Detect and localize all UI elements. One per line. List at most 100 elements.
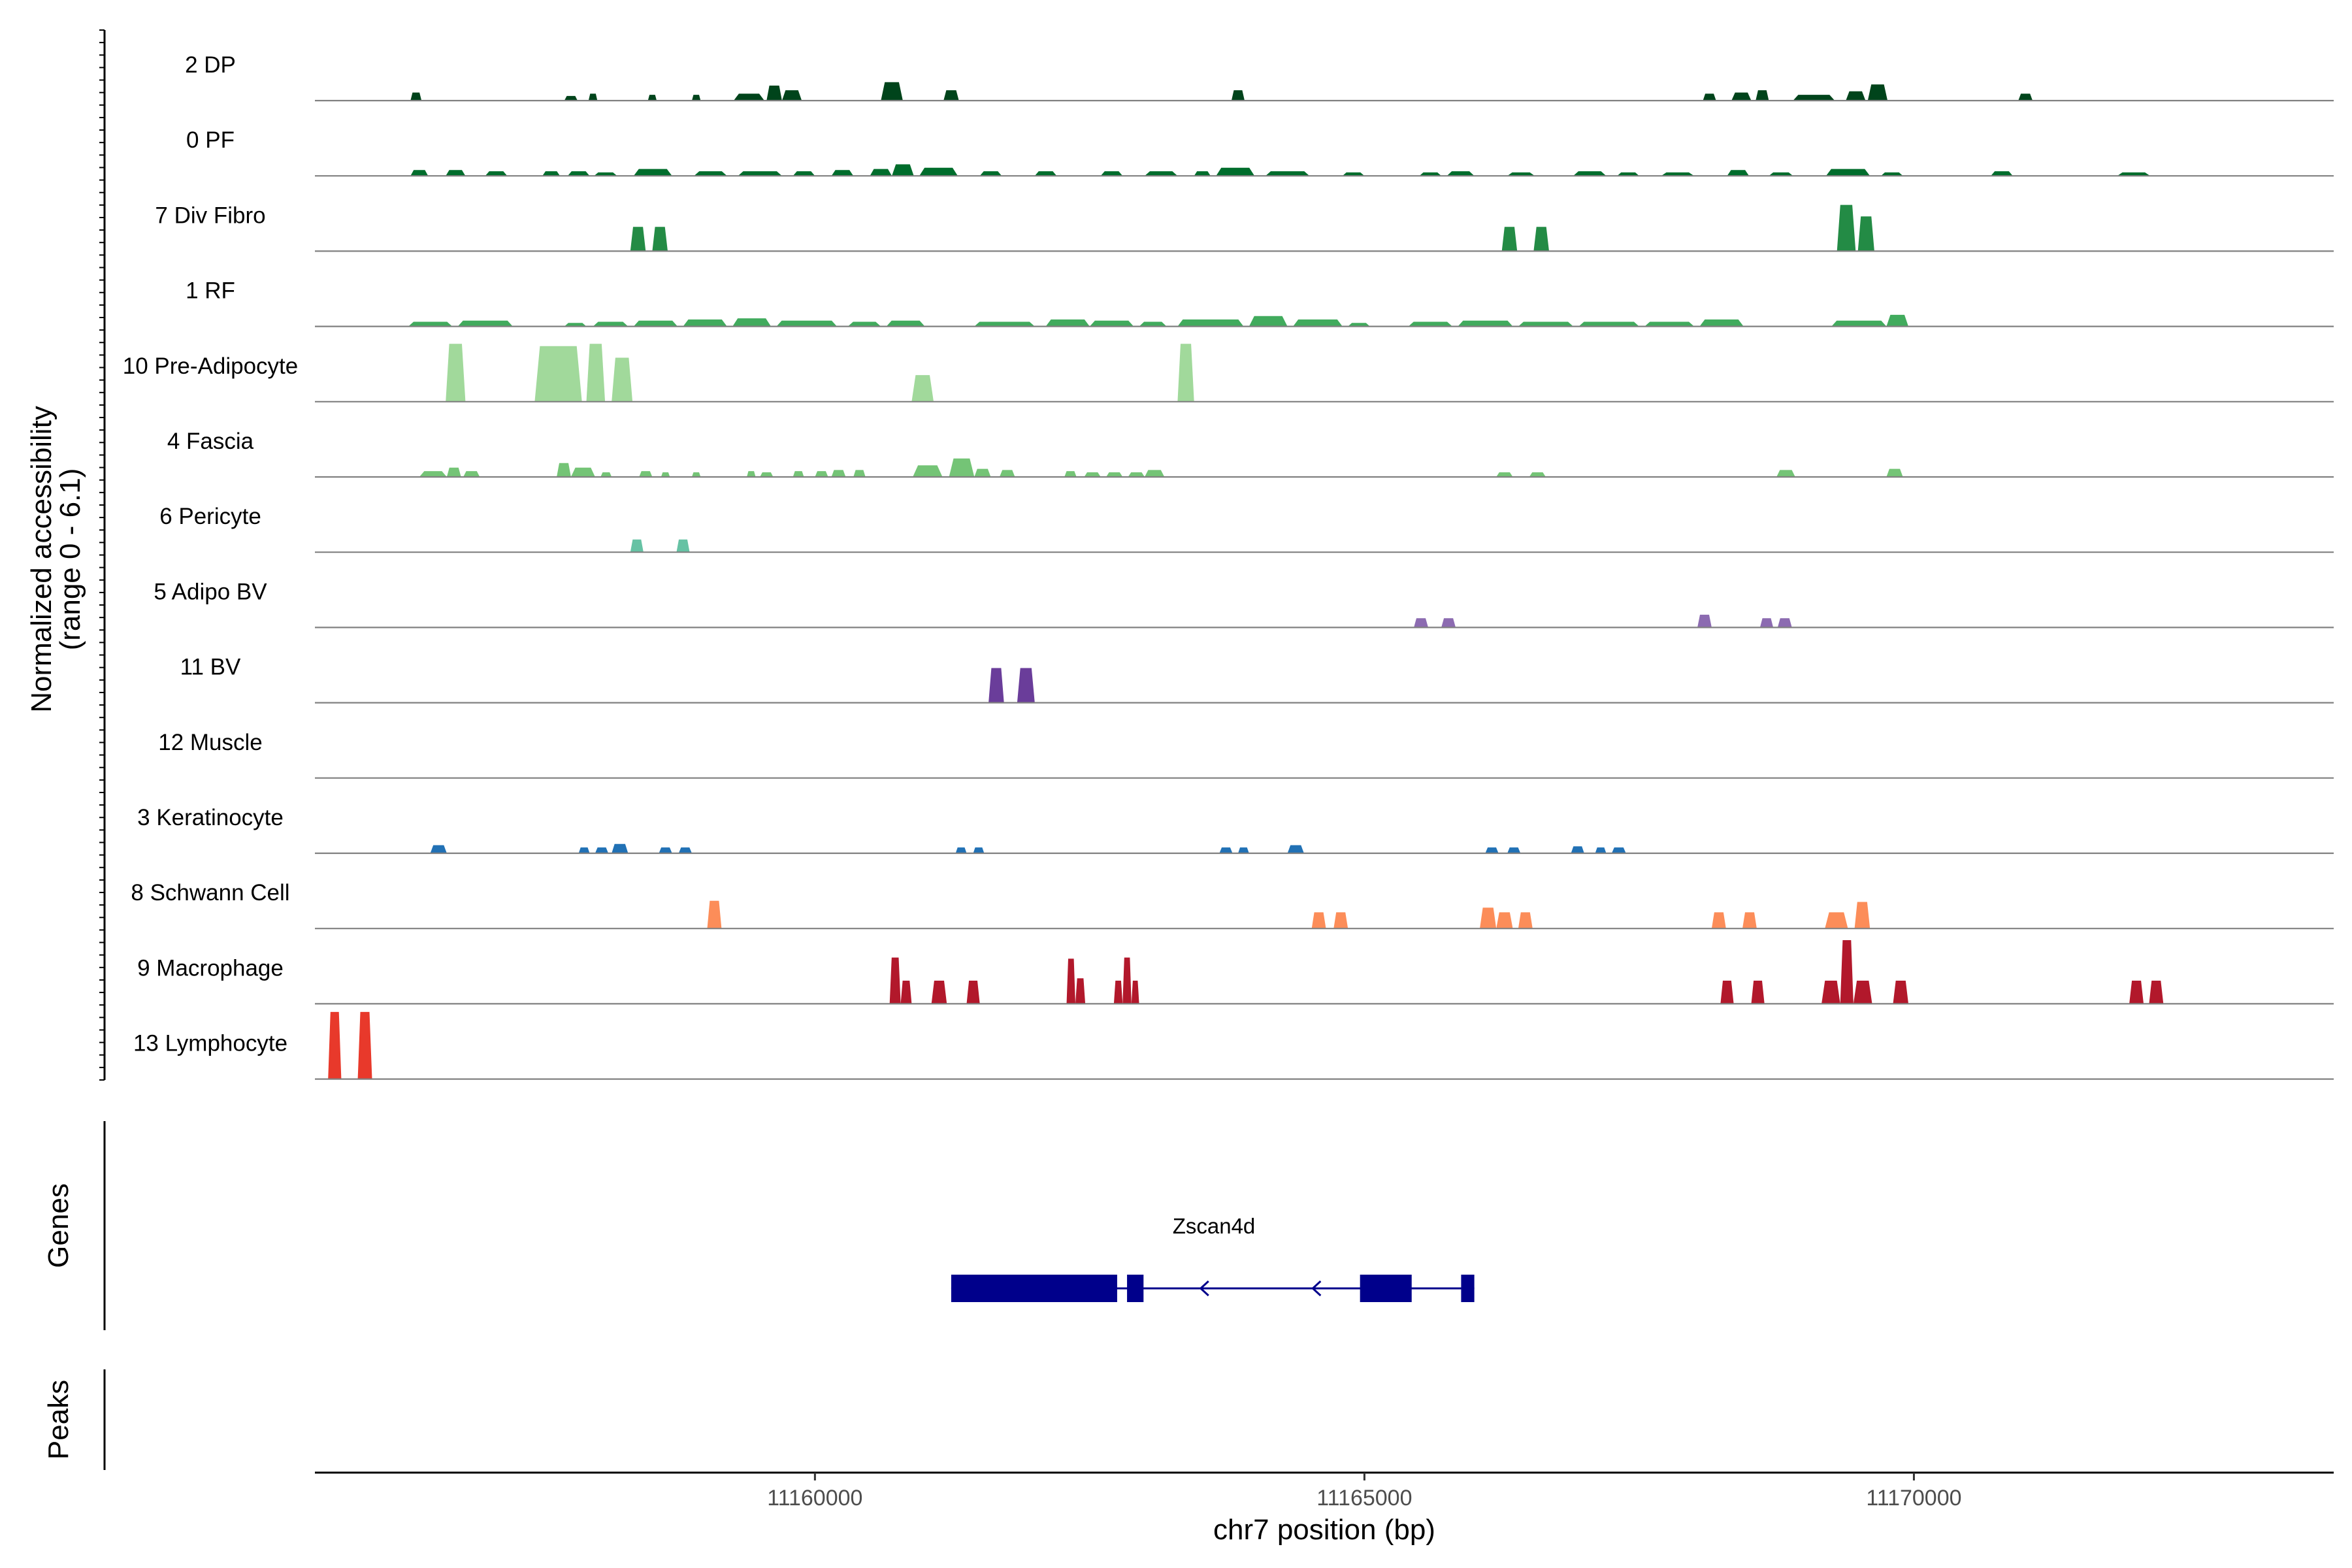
coverage-peak	[979, 171, 1002, 176]
coverage-peak	[600, 472, 612, 477]
track-label: 6 Pericyte	[159, 504, 261, 529]
track-6: 4 Fascia	[167, 429, 2334, 478]
coverage-peak	[747, 471, 756, 477]
coverage-peak	[815, 471, 828, 477]
coverage-peak	[446, 467, 461, 477]
coverage-peak	[974, 468, 991, 477]
coverage-peak	[919, 167, 958, 176]
coverage-peak	[1311, 912, 1326, 929]
coverage-peak	[732, 318, 772, 327]
genes-panel-label: Genes	[42, 1183, 74, 1268]
coverage-peak	[647, 95, 657, 101]
coverage-peak	[1293, 319, 1343, 327]
coverage-peak	[612, 357, 633, 402]
coverage-peak	[408, 321, 453, 327]
coverage-peak	[966, 981, 980, 1004]
coverage-peak	[1100, 171, 1123, 176]
coverage-peak	[1529, 472, 1546, 477]
track-8: 5 Adipo BV	[154, 579, 2334, 629]
coverage-peak	[1089, 320, 1134, 327]
coverage-peak	[881, 82, 903, 101]
coverage-peak	[831, 170, 854, 176]
coverage-peak	[1578, 321, 1639, 327]
track-label: 8 Schwann Cell	[131, 880, 289, 906]
coverage-peak	[678, 847, 692, 853]
coverage-peak	[1249, 316, 1288, 327]
coverage-peak	[1045, 319, 1090, 327]
track-label: 13 Lymphocyte	[133, 1031, 287, 1056]
coverage-peak	[781, 90, 802, 101]
track-4: 1 RF	[186, 278, 2334, 327]
gene-exon	[1360, 1275, 1412, 1302]
track-label: 4 Fascia	[167, 429, 254, 454]
coverage-peak	[1446, 171, 1475, 176]
tracks-y-axis	[99, 29, 106, 1081]
coverage-peak	[1266, 171, 1310, 176]
coverage-peak	[2018, 93, 2033, 101]
coverage-peak	[430, 845, 447, 853]
coverage-peak	[446, 170, 466, 176]
coverage-peak	[659, 847, 672, 853]
coverage-peak	[588, 93, 598, 101]
coverage-peak	[542, 171, 561, 176]
coverage-peak	[886, 320, 925, 327]
track-3: 7 Div Fibro	[155, 203, 2334, 252]
coverage-peak	[766, 86, 782, 101]
coverage-peak	[661, 472, 670, 477]
coverage-peak	[1231, 90, 1245, 101]
coverage-peak	[446, 344, 466, 402]
coverage-peak	[955, 847, 967, 853]
coverage-peak	[776, 320, 837, 327]
track-label: 2 DP	[185, 52, 236, 78]
track-label: 9 Macrophage	[137, 955, 284, 981]
coverage-peak	[594, 172, 617, 176]
coverage-peak	[792, 471, 804, 477]
coverage-peak	[593, 321, 629, 327]
coverage-peak	[974, 321, 1035, 327]
track-5: 10 Pre-Adipocyte	[123, 344, 2334, 402]
coverage-peak	[949, 458, 975, 477]
coverage-peak	[1825, 169, 1870, 176]
tracks-y-axis-title-line2: (range 0 - 6.1)	[54, 468, 86, 651]
coverage-peak	[1348, 323, 1370, 327]
coverage-peak	[1064, 471, 1077, 477]
track-label: 1 RF	[186, 278, 235, 304]
coverage-peak	[1518, 912, 1533, 929]
coverage-peak	[1458, 320, 1513, 327]
coverage-peak	[1333, 912, 1348, 929]
track-2: 0 PF	[186, 127, 2334, 177]
coverage-peak	[1106, 472, 1123, 477]
coverage-peak	[1194, 171, 1211, 176]
coverage-peak	[1122, 957, 1132, 1004]
track-label: 10 Pre-Adipocyte	[123, 353, 298, 379]
coverage-peak	[999, 470, 1015, 477]
coverage-peak	[892, 164, 914, 176]
coverage-peak	[1573, 171, 1607, 176]
coverage-peak	[328, 1011, 342, 1079]
coverage-peak	[564, 95, 578, 101]
coverage-peak	[1727, 170, 1750, 176]
coverage-peak	[943, 90, 959, 101]
coverage-peak	[931, 981, 947, 1004]
coverage-peak	[792, 171, 815, 176]
coverage-peak	[1840, 940, 1854, 1004]
x-axis-tick-label: 11170000	[1866, 1486, 1961, 1511]
track-label: 3 Keratinocyte	[137, 805, 284, 830]
coverage-peak	[1219, 847, 1233, 853]
coverage-peak	[973, 847, 985, 853]
coverage-peak	[633, 169, 672, 176]
track-label: 12 Muscle	[158, 730, 263, 755]
coverage-tracks: 2 DP 0 PF 7 Div Fibro 1 RF 10 Pre-Adipocyte 4…	[123, 52, 2334, 1080]
coverage-peak	[738, 171, 782, 176]
coverage-peak	[1131, 981, 1139, 1004]
peaks-panel: Peaks	[42, 1369, 106, 1470]
coverage-peak	[1496, 472, 1513, 477]
coverage-peak	[1408, 321, 1452, 327]
coverage-peak	[1480, 907, 1497, 929]
track-label: 5 Adipo BV	[154, 579, 267, 604]
coverage-peak	[410, 92, 422, 101]
coverage-peak	[1216, 167, 1255, 176]
coverage-peak	[1287, 845, 1304, 853]
coverage-peak	[1034, 171, 1057, 176]
